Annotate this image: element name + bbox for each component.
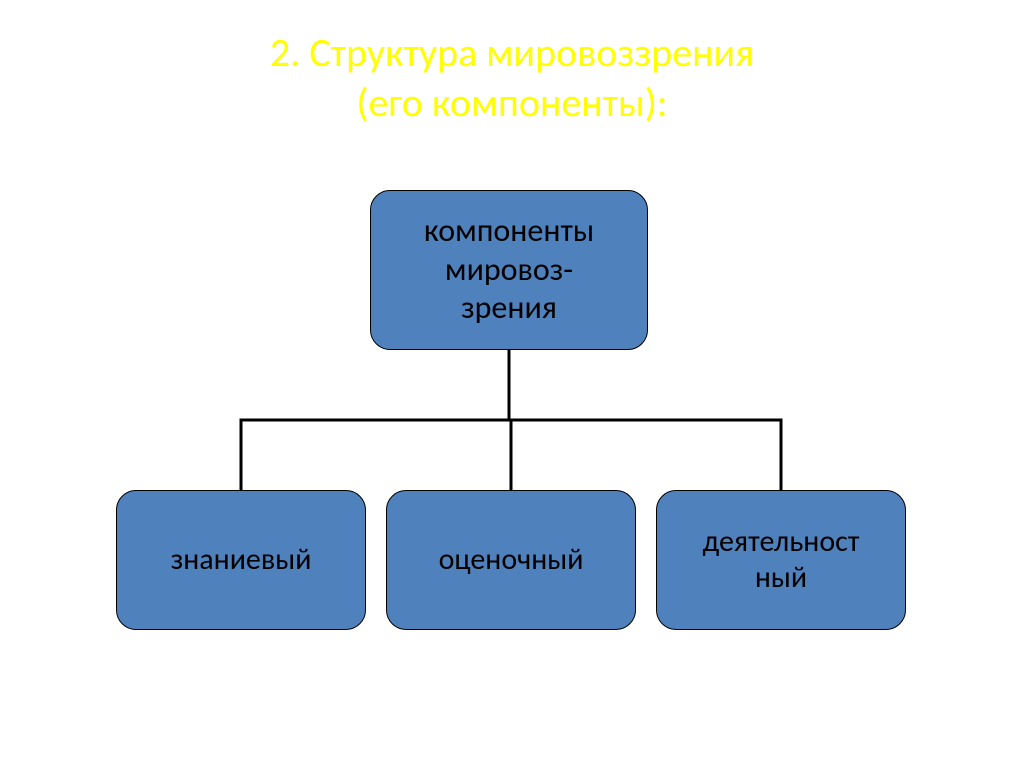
node-n1: знаниевый [116, 490, 366, 630]
node-n2: оценочный [386, 490, 636, 630]
title-line-2: (его компоненты): [0, 78, 1024, 128]
hierarchy-diagram: компонентымировоз-зрения знаниевый оценочн… [0, 160, 1024, 720]
node-label: знаниевый [171, 542, 312, 578]
node-label: оценочный [439, 542, 584, 578]
node-root: компонентымировоз-зрения [370, 190, 648, 350]
node-label: компонентымировоз-зрения [424, 212, 594, 327]
node-n3: деятельностный [656, 490, 906, 630]
node-label: деятельностный [703, 524, 860, 596]
slide-title: 2. Структура мировоззрения (его компонен… [0, 0, 1024, 128]
title-line-1: 2. Структура мировоззрения [0, 28, 1024, 78]
